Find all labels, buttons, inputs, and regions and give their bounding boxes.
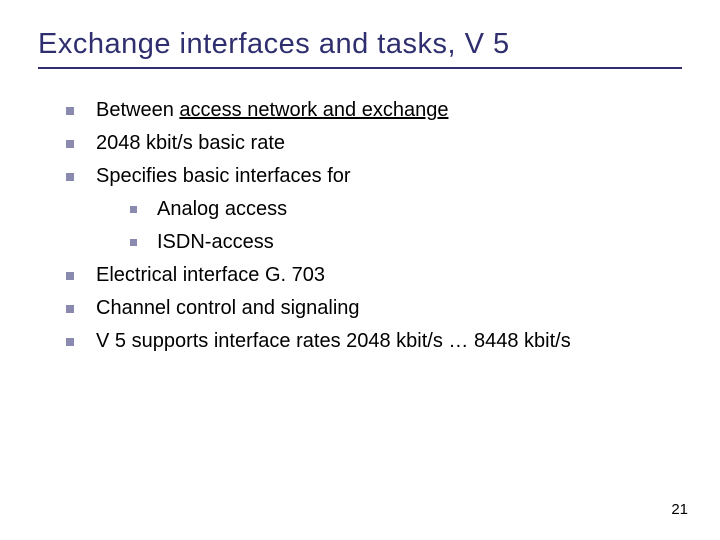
- bullet-text-3: Electrical interface G. 703: [96, 262, 682, 289]
- bullet-item-2: Specifies basic interfaces for: [66, 163, 682, 190]
- bullet-text-5: V 5 supports interface rates 2048 kbit/s…: [96, 328, 682, 355]
- sub-item-1: ISDN-access: [130, 229, 682, 256]
- sub-text-0: Analog access: [157, 196, 287, 223]
- bullet-text-0: Between access network and exchange: [96, 97, 682, 124]
- square-bullet-icon: [66, 140, 74, 148]
- bullet-item-1: 2048 kbit/s basic rate: [66, 130, 682, 157]
- square-bullet-icon: [66, 272, 74, 280]
- bullet-item-0: Between access network and exchange: [66, 97, 682, 124]
- slide-container: Exchange interfaces and tasks, V 5 Betwe…: [0, 0, 720, 355]
- square-bullet-icon: [130, 206, 137, 213]
- content-area: Between access network and exchange 2048…: [38, 97, 682, 355]
- square-bullet-icon: [66, 107, 74, 115]
- slide-title: Exchange interfaces and tasks, V 5: [38, 28, 682, 69]
- bullet-0-underlined: access network and exchange: [179, 99, 448, 121]
- bullet-item-5: V 5 supports interface rates 2048 kbit/s…: [66, 328, 682, 355]
- bullet-text-1: 2048 kbit/s basic rate: [96, 130, 682, 157]
- square-bullet-icon: [66, 338, 74, 346]
- bullet-item-3: Electrical interface G. 703: [66, 262, 682, 289]
- sub-list: Analog access ISDN-access: [66, 196, 682, 256]
- square-bullet-icon: [66, 305, 74, 313]
- square-bullet-icon: [130, 239, 137, 246]
- bullet-item-4: Channel control and signaling: [66, 295, 682, 322]
- page-number: 21: [671, 501, 688, 518]
- sub-text-1: ISDN-access: [157, 229, 274, 256]
- bullet-text-2: Specifies basic interfaces for: [96, 163, 682, 190]
- bullet-text-4: Channel control and signaling: [96, 295, 682, 322]
- bullet-0-pre: Between: [96, 99, 179, 121]
- square-bullet-icon: [66, 173, 74, 181]
- sub-item-0: Analog access: [130, 196, 682, 223]
